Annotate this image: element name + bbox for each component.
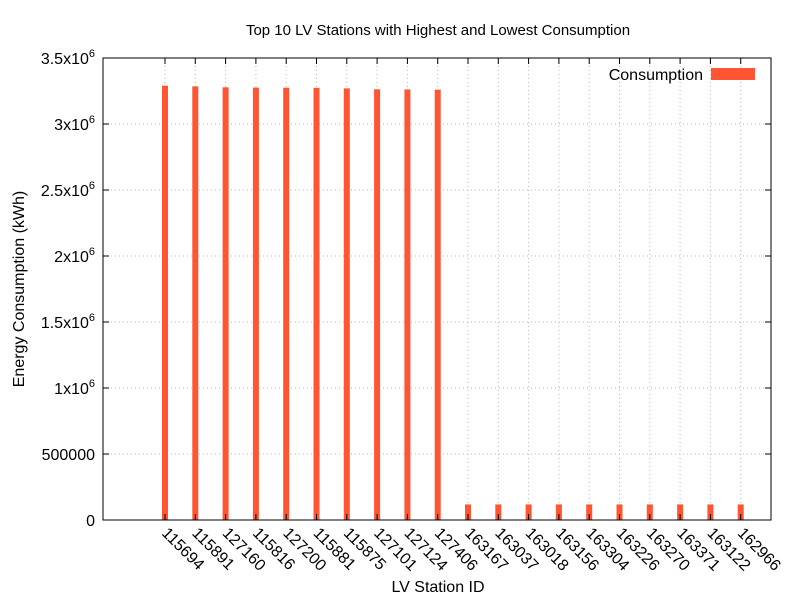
y-tick-label: 0 <box>86 513 95 530</box>
x-axis-ticks: 1156941158911271601158161272001158811158… <box>158 58 784 575</box>
legend-swatch-consumption <box>711 68 755 80</box>
bar-163304 <box>586 504 593 520</box>
legend-label-consumption: Consumption <box>609 67 703 84</box>
bar-115694 <box>162 85 168 520</box>
bar-163270 <box>646 504 653 520</box>
y-axis-label: Energy Consumption (kWh) <box>11 191 28 388</box>
bar-115816 <box>252 87 259 521</box>
y-tick-label: 2x106 <box>54 246 95 266</box>
bar-162966 <box>737 504 744 520</box>
bar-115881 <box>313 87 320 520</box>
bar-127124 <box>404 89 411 520</box>
bar-163156 <box>555 504 562 520</box>
bar-127101 <box>374 89 381 520</box>
bars <box>162 85 744 521</box>
bar-163167 <box>465 504 471 520</box>
y-tick-label: 2.5x106 <box>41 180 95 200</box>
bar-127200 <box>283 87 290 520</box>
bar-163122 <box>707 504 714 520</box>
y-tick-label: 1.5x106 <box>41 312 95 332</box>
y-tick-label: 3.5x106 <box>41 48 95 68</box>
y-axis-ticks: 0 500000 1x106 1.5x106 2x106 2.5x106 3x106 3.5x… <box>41 48 771 530</box>
bar-163037 <box>495 504 502 520</box>
bar-163226 <box>616 504 623 520</box>
bar-163018 <box>525 504 532 520</box>
y-tick-label: 3x106 <box>54 114 95 134</box>
y-tick-label: 500000 <box>42 447 95 464</box>
legend: Consumption <box>609 67 755 84</box>
bar-163371 <box>677 504 684 520</box>
bar-127406 <box>434 89 441 521</box>
bar-115875 <box>343 88 350 521</box>
bar-115891 <box>192 86 199 520</box>
bar-127160 <box>222 87 229 520</box>
y-tick-label: 1x106 <box>54 378 95 398</box>
chart-title: Top 10 LV Stations with Highest and Lowe… <box>246 22 630 39</box>
plot-frame <box>102 57 772 521</box>
x-axis-label: LV Station ID <box>391 579 484 596</box>
